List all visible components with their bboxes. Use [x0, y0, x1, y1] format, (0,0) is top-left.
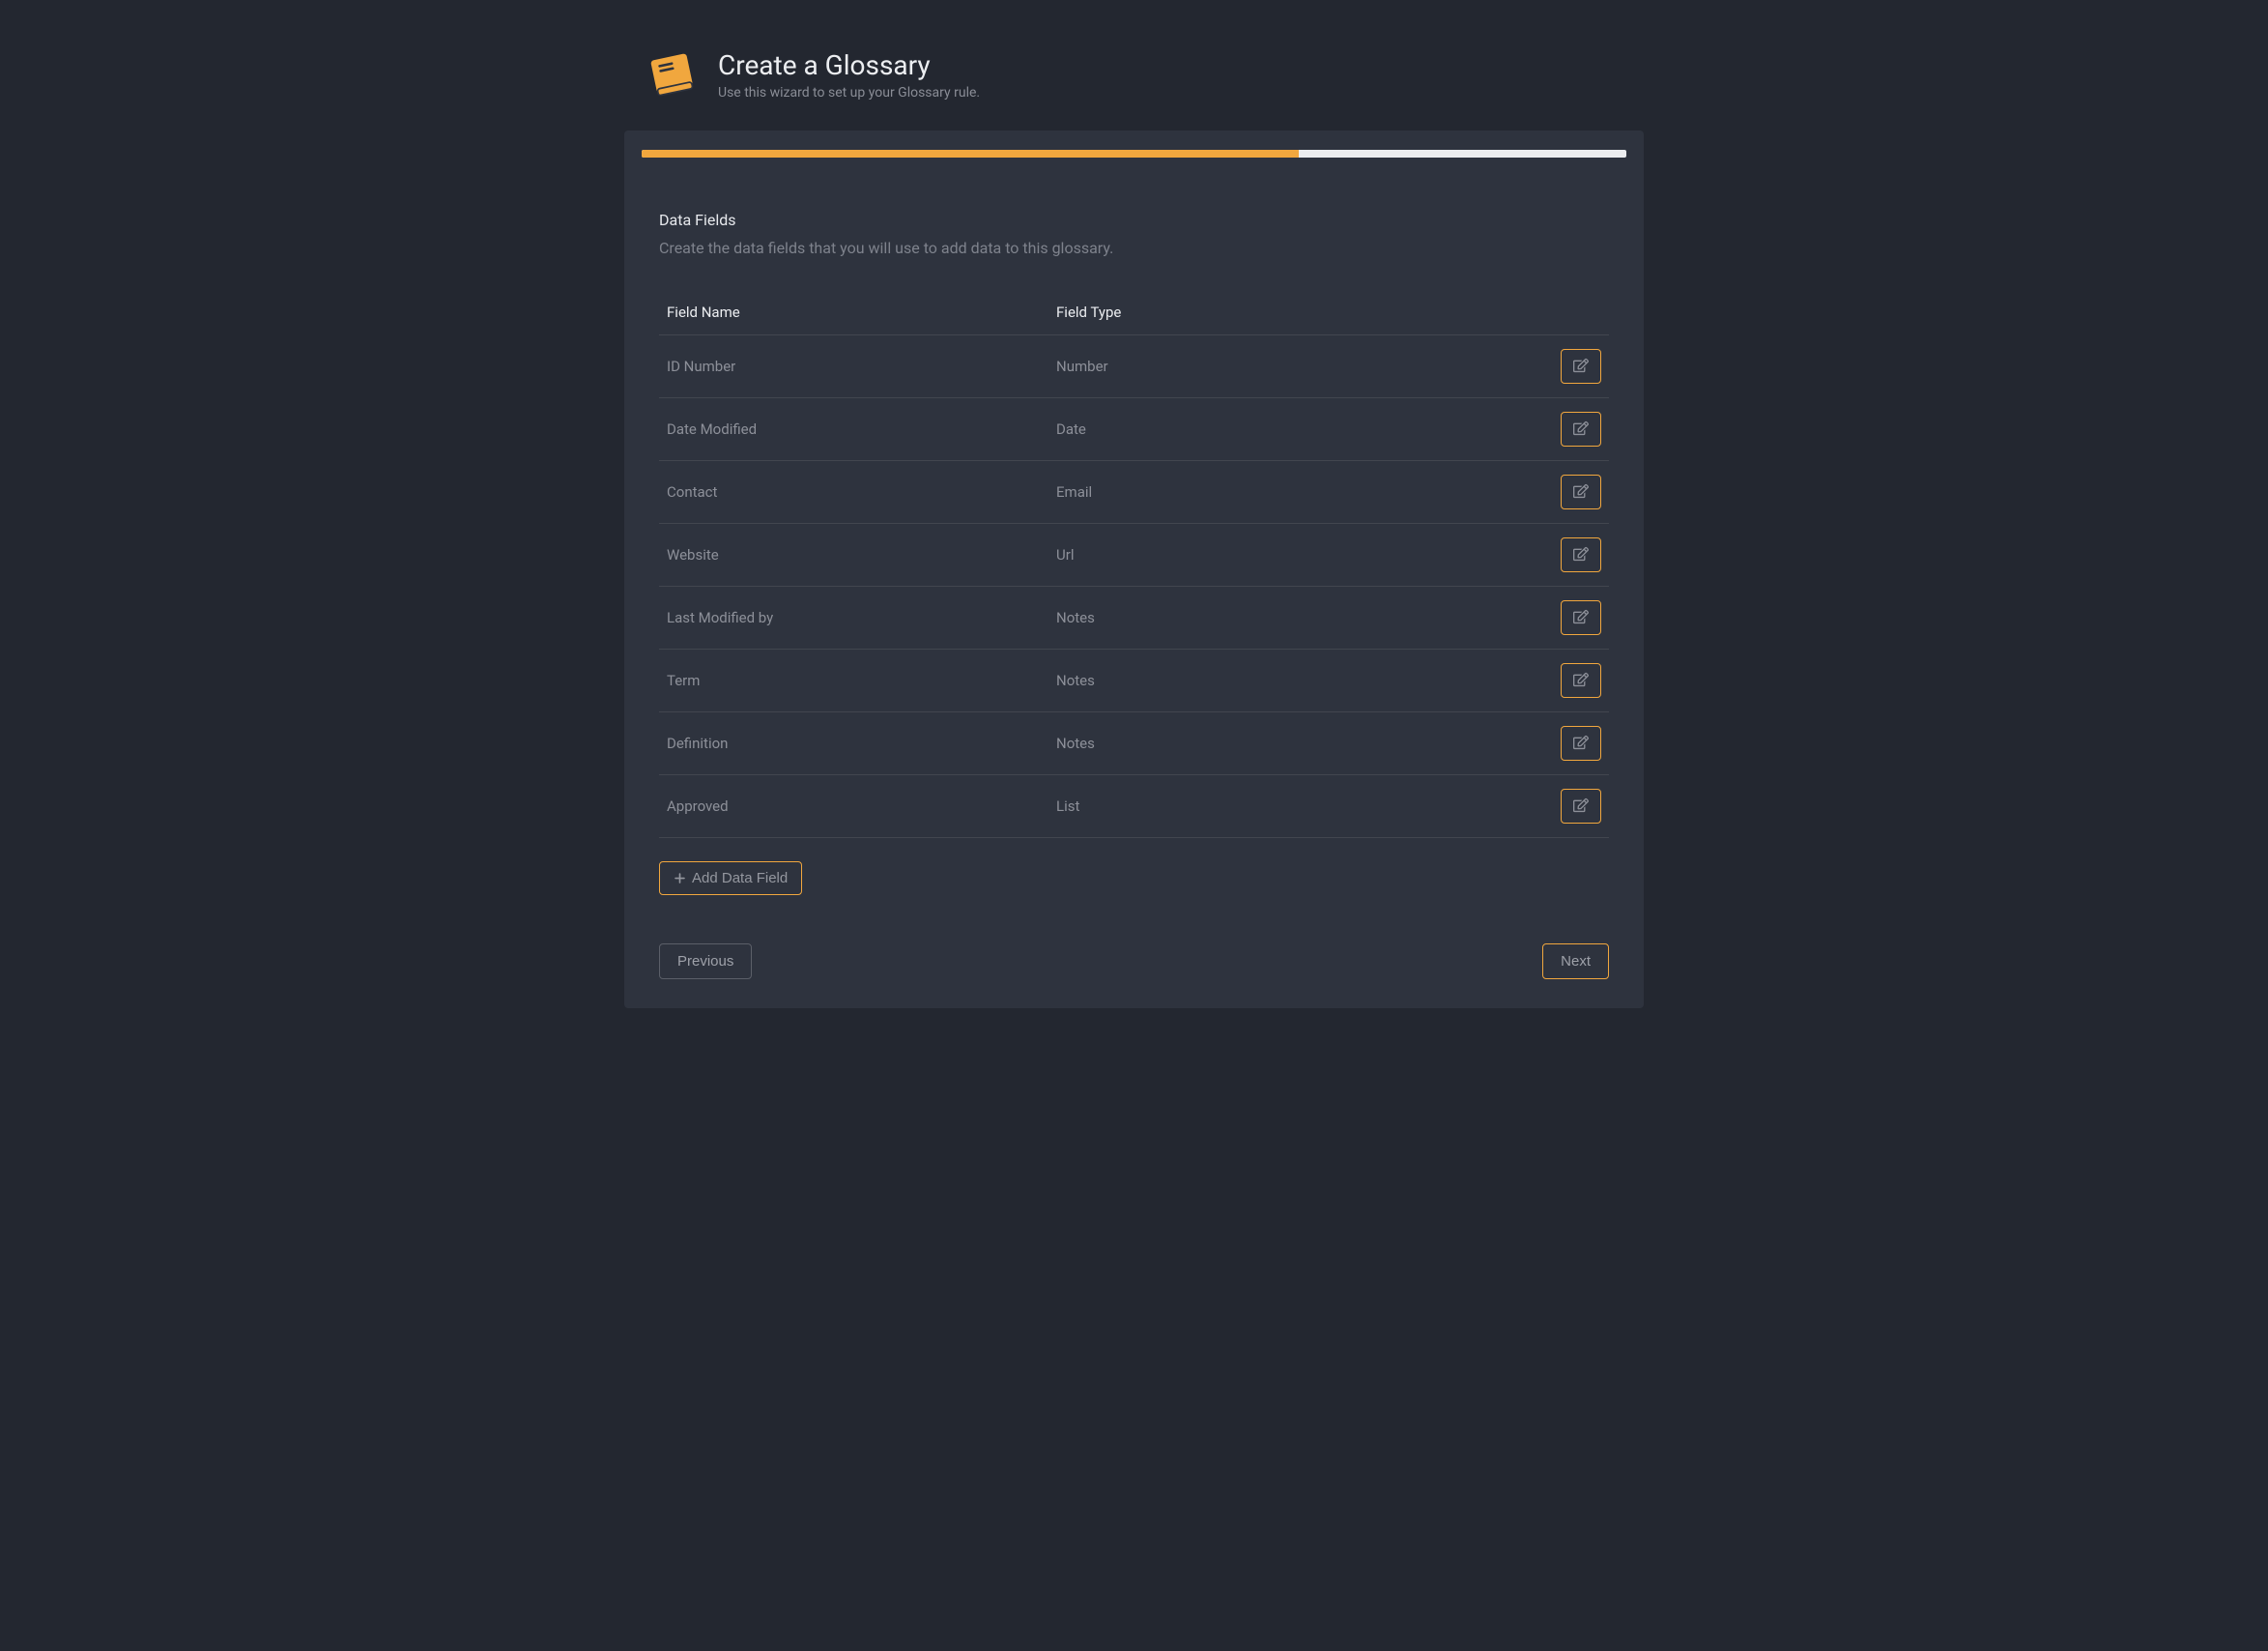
field-name-cell: Definition — [659, 712, 1048, 775]
table-row: DefinitionNotes — [659, 712, 1609, 775]
edit-field-button[interactable] — [1561, 789, 1601, 824]
field-name-cell: Term — [659, 650, 1048, 712]
wizard-panel: Data Fields Create the data fields that … — [624, 130, 1644, 1008]
field-type-cell: List — [1048, 775, 1495, 838]
field-type-cell: Email — [1048, 461, 1495, 524]
edit-icon — [1573, 735, 1589, 753]
edit-field-button[interactable] — [1561, 663, 1601, 698]
edit-icon — [1573, 797, 1589, 816]
field-name-cell: Date Modified — [659, 398, 1048, 461]
field-type-cell: Date — [1048, 398, 1495, 461]
edit-icon — [1573, 358, 1589, 376]
col-field-type: Field Type — [1048, 294, 1495, 335]
col-field-name: Field Name — [659, 294, 1048, 335]
field-name-cell: Last Modified by — [659, 587, 1048, 650]
field-type-cell: Notes — [1048, 587, 1495, 650]
previous-button[interactable]: Previous — [659, 943, 752, 979]
edit-field-button[interactable] — [1561, 726, 1601, 761]
wizard-header: Create a Glossary Use this wizard to set… — [646, 48, 1644, 101]
page-title: Create a Glossary — [718, 49, 980, 81]
data-fields-table: Field Name Field Type ID NumberNumberDat… — [659, 294, 1609, 838]
edit-icon — [1573, 546, 1589, 565]
field-name-cell: Approved — [659, 775, 1048, 838]
edit-field-button[interactable] — [1561, 537, 1601, 572]
edit-icon — [1573, 609, 1589, 627]
table-row: ID NumberNumber — [659, 335, 1609, 398]
page-subtitle: Use this wizard to set up your Glossary … — [718, 85, 980, 101]
table-row: Last Modified byNotes — [659, 587, 1609, 650]
table-row: Date ModifiedDate — [659, 398, 1609, 461]
edit-icon — [1573, 672, 1589, 690]
add-button-label: Add Data Field — [692, 870, 788, 886]
edit-icon — [1573, 420, 1589, 439]
edit-field-button[interactable] — [1561, 349, 1601, 384]
field-type-cell: Notes — [1048, 712, 1495, 775]
progress-fill — [642, 150, 1299, 158]
next-button[interactable]: Next — [1542, 943, 1609, 979]
field-name-cell: Contact — [659, 461, 1048, 524]
plus-icon — [674, 872, 686, 884]
field-type-cell: Notes — [1048, 650, 1495, 712]
edit-field-button[interactable] — [1561, 475, 1601, 509]
edit-icon — [1573, 483, 1589, 502]
table-row: TermNotes — [659, 650, 1609, 712]
edit-field-button[interactable] — [1561, 600, 1601, 635]
section-title: Data Fields — [659, 211, 1609, 229]
book-icon — [646, 48, 699, 101]
table-row: ContactEmail — [659, 461, 1609, 524]
field-type-cell: Number — [1048, 335, 1495, 398]
col-actions — [1495, 294, 1609, 335]
field-type-cell: Url — [1048, 524, 1495, 587]
field-name-cell: ID Number — [659, 335, 1048, 398]
table-row: WebsiteUrl — [659, 524, 1609, 587]
edit-field-button[interactable] — [1561, 412, 1601, 447]
field-name-cell: Website — [659, 524, 1048, 587]
section-description: Create the data fields that you will use… — [659, 239, 1609, 257]
table-row: ApprovedList — [659, 775, 1609, 838]
progress-bar — [642, 150, 1626, 158]
add-data-field-button[interactable]: Add Data Field — [659, 861, 802, 895]
